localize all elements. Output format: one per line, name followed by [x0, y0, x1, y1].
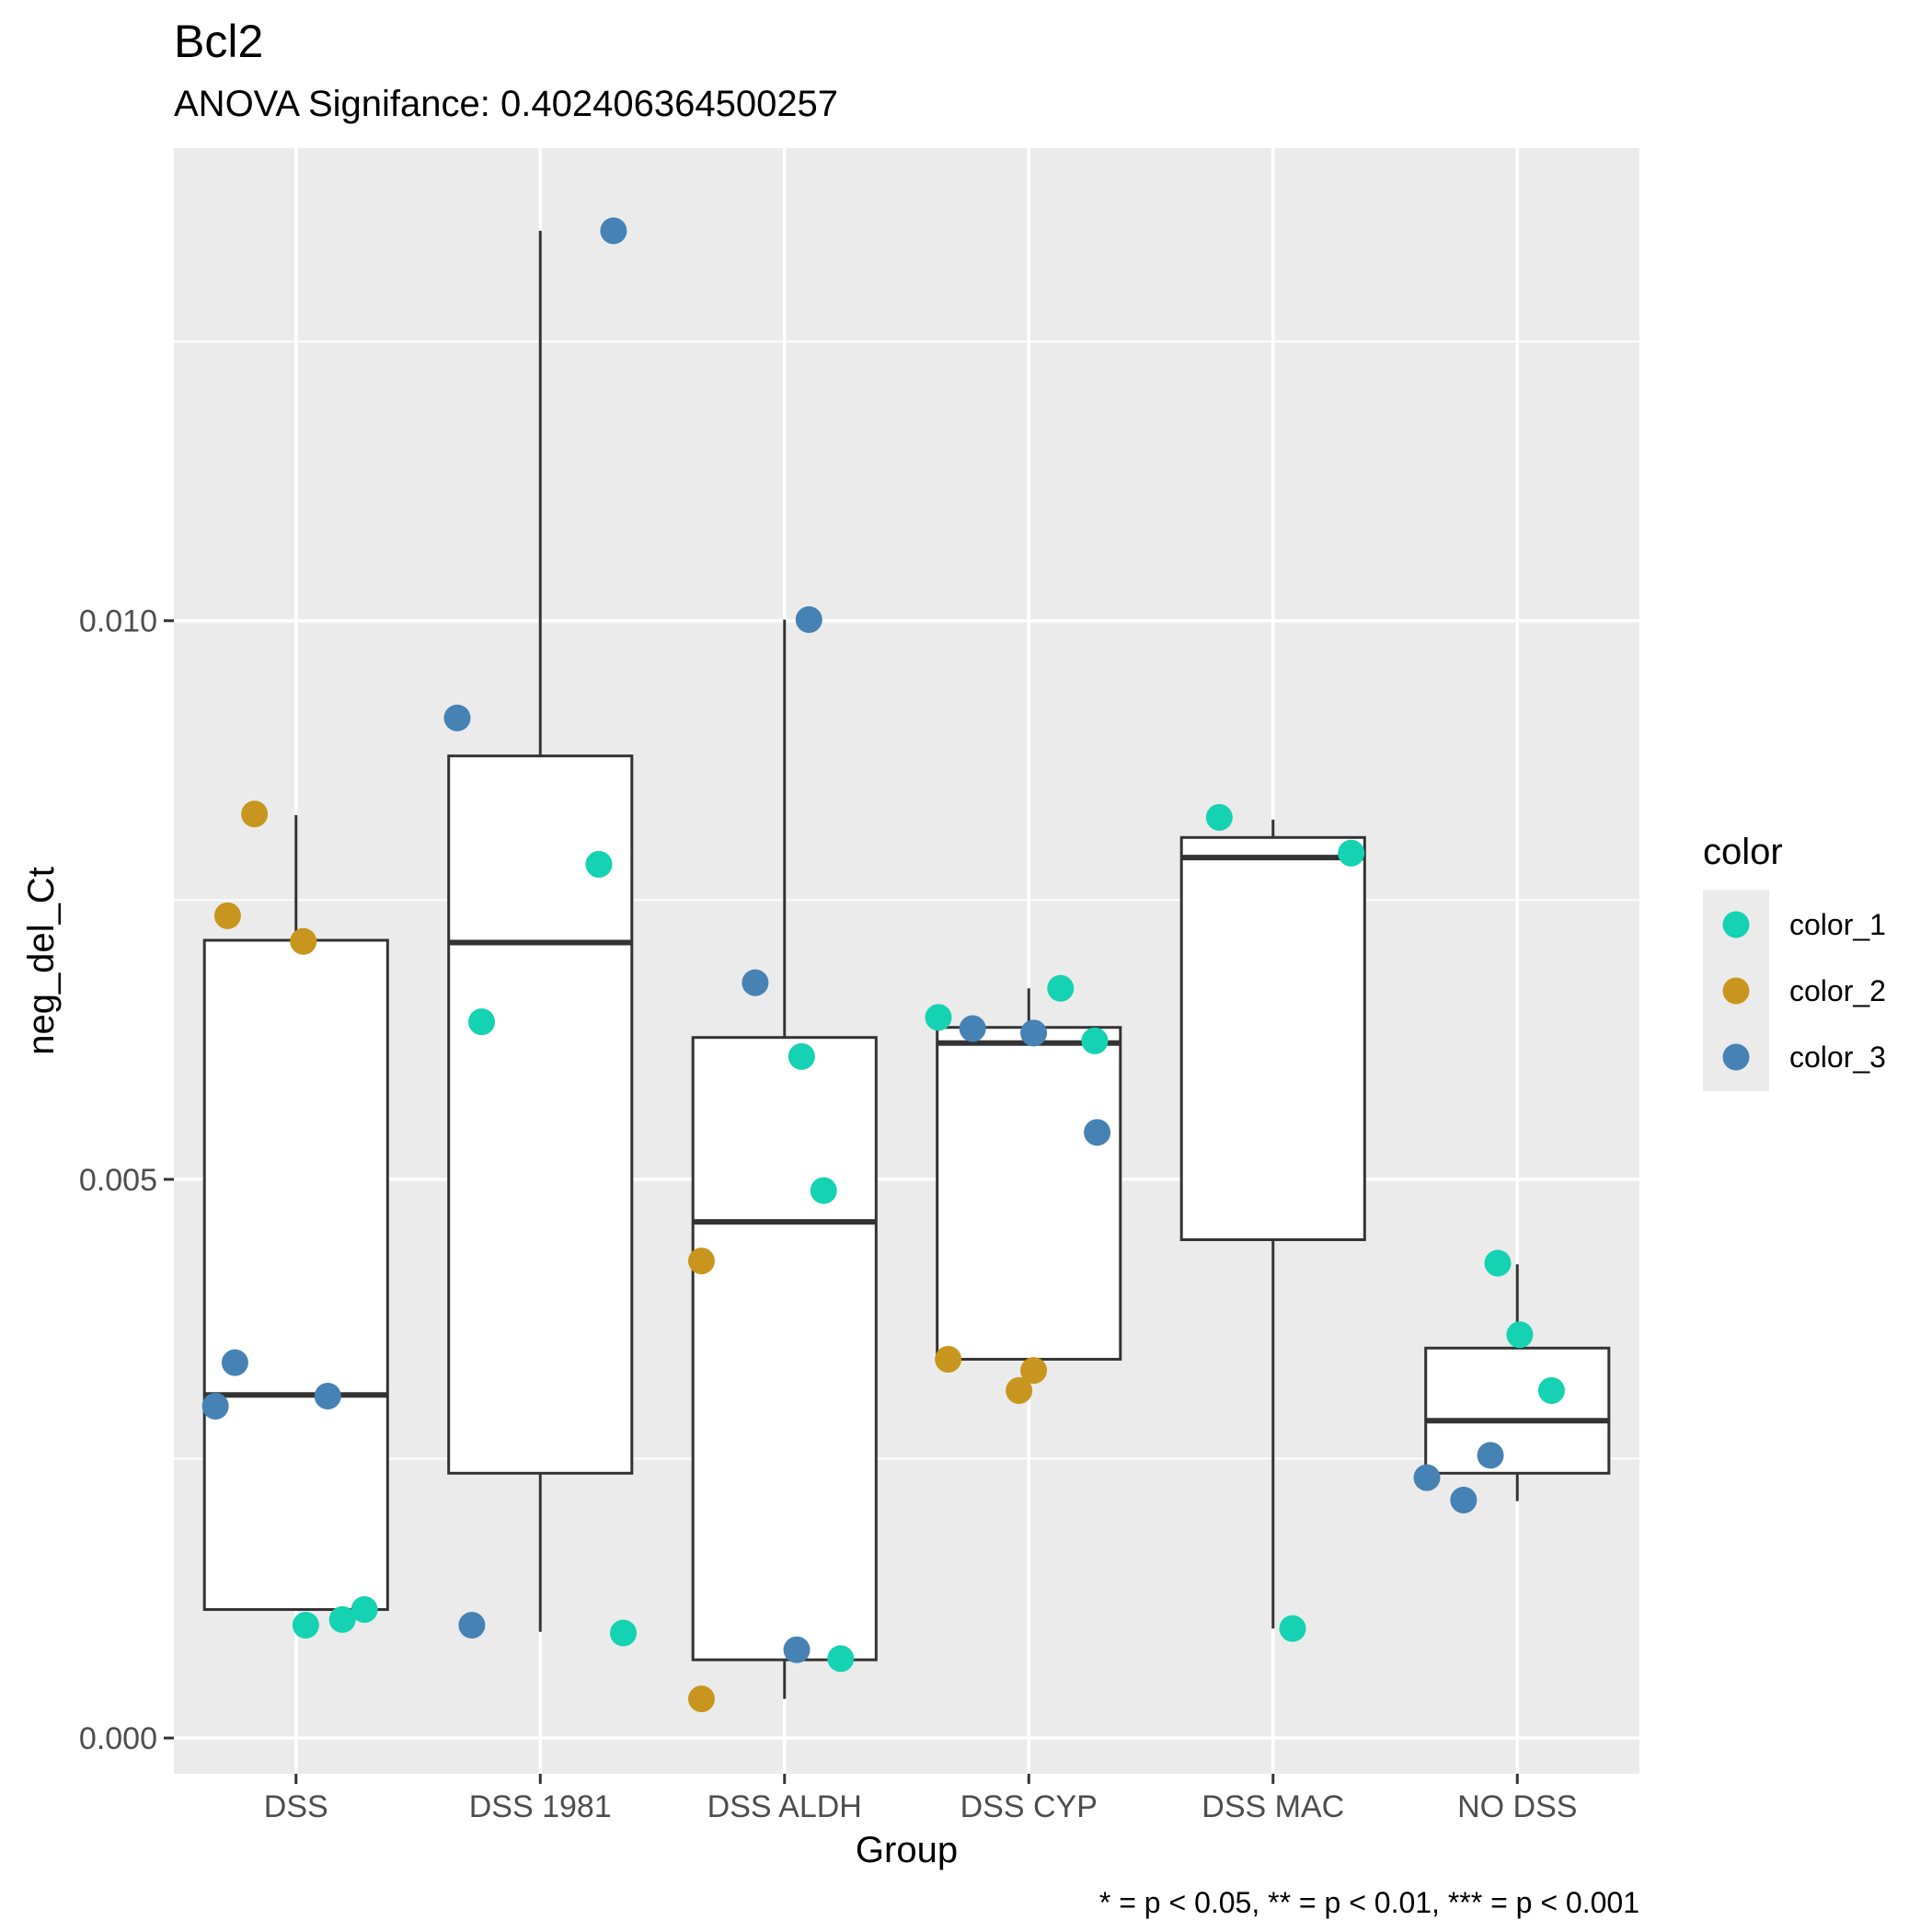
box-iqr — [1179, 835, 1366, 1242]
data-point — [1084, 1119, 1111, 1146]
legend-key-color_3 — [1722, 1043, 1750, 1071]
data-point — [810, 1177, 837, 1204]
data-point — [1537, 1376, 1565, 1404]
axes: 0.000 0.005 0.010 DSS DSS 1981 DSS ALDH DSS CY… — [79, 604, 1578, 1824]
data-point — [1477, 1442, 1504, 1469]
data-point — [1205, 803, 1233, 831]
box-iqr — [936, 1026, 1122, 1361]
legend-label: color_1 — [1789, 908, 1886, 941]
data-point — [468, 1008, 496, 1036]
legend-key-color_1 — [1722, 911, 1750, 938]
boxplots — [202, 230, 1611, 1699]
data-point — [935, 1345, 962, 1373]
boxplot — [691, 619, 878, 1699]
data-point — [959, 1015, 986, 1042]
data-point — [1020, 1019, 1048, 1047]
data-point — [1047, 974, 1075, 1002]
boxplot — [1424, 1264, 1611, 1501]
x-tick-label: DSS MAC — [1202, 1789, 1344, 1824]
legend-key-color_2 — [1722, 977, 1750, 1005]
data-point — [687, 1685, 715, 1713]
y-axis-title: neg_del_Ct — [21, 867, 62, 1055]
data-point — [351, 1595, 378, 1623]
boxplot — [1179, 819, 1366, 1629]
chart-subtitle: ANOVA Signifance: 0.402406364500257 — [174, 84, 838, 124]
legend-label: color_2 — [1789, 974, 1886, 1007]
y-tick-label: 0.000 — [79, 1721, 157, 1756]
data-points — [201, 217, 1565, 1713]
data-point — [1279, 1615, 1306, 1642]
x-axis-title: Group — [856, 1830, 958, 1870]
legend: color color_1 color_2 color_3 — [1703, 832, 1886, 1091]
data-point — [213, 902, 241, 929]
data-point — [788, 1042, 815, 1070]
data-point — [292, 1611, 319, 1639]
x-tick-label: DSS ALDH — [707, 1789, 862, 1824]
legend-label: color_3 — [1789, 1041, 1886, 1074]
plot-panel — [174, 148, 1639, 1774]
legend-title: color — [1703, 832, 1783, 872]
data-point — [742, 969, 769, 996]
data-point — [314, 1383, 341, 1410]
box-iqr — [202, 938, 389, 1611]
data-point — [1450, 1486, 1478, 1513]
data-point — [241, 800, 269, 828]
legend-items: color_1 color_2 color_3 — [1722, 908, 1886, 1074]
data-point — [328, 1605, 356, 1633]
chart-title: Bcl2 — [174, 16, 263, 67]
data-point — [1006, 1376, 1033, 1404]
data-point — [585, 850, 613, 878]
y-tick-label: 0.010 — [79, 604, 157, 639]
data-point — [610, 1619, 638, 1647]
data-point — [221, 1349, 248, 1376]
data-point — [458, 1611, 486, 1639]
x-tick-label: DSS CYP — [960, 1789, 1098, 1824]
data-point — [1081, 1027, 1109, 1054]
data-point — [827, 1645, 855, 1673]
boxplot — [202, 815, 389, 1611]
y-tick-label: 0.005 — [79, 1163, 157, 1198]
data-point — [795, 605, 822, 633]
data-point — [290, 927, 317, 955]
box-iqr — [691, 1036, 878, 1662]
chart-caption: * = p < 0.05, ** = p < 0.01, *** = p < 0… — [1099, 1886, 1639, 1919]
data-point — [1413, 1464, 1441, 1491]
data-point — [1020, 1357, 1048, 1385]
data-point — [687, 1248, 715, 1275]
data-point — [925, 1004, 952, 1031]
box-iqr — [1424, 1346, 1611, 1475]
data-point — [1484, 1249, 1512, 1277]
data-point — [783, 1636, 811, 1663]
data-point — [443, 704, 471, 731]
data-point — [201, 1392, 229, 1420]
data-point — [600, 217, 627, 245]
data-point — [1338, 839, 1365, 867]
x-tick-label: NO DSS — [1457, 1789, 1577, 1824]
data-point — [1506, 1321, 1534, 1349]
x-tick-label: DSS 1981 — [469, 1789, 612, 1824]
x-tick-label: DSS — [264, 1789, 328, 1824]
